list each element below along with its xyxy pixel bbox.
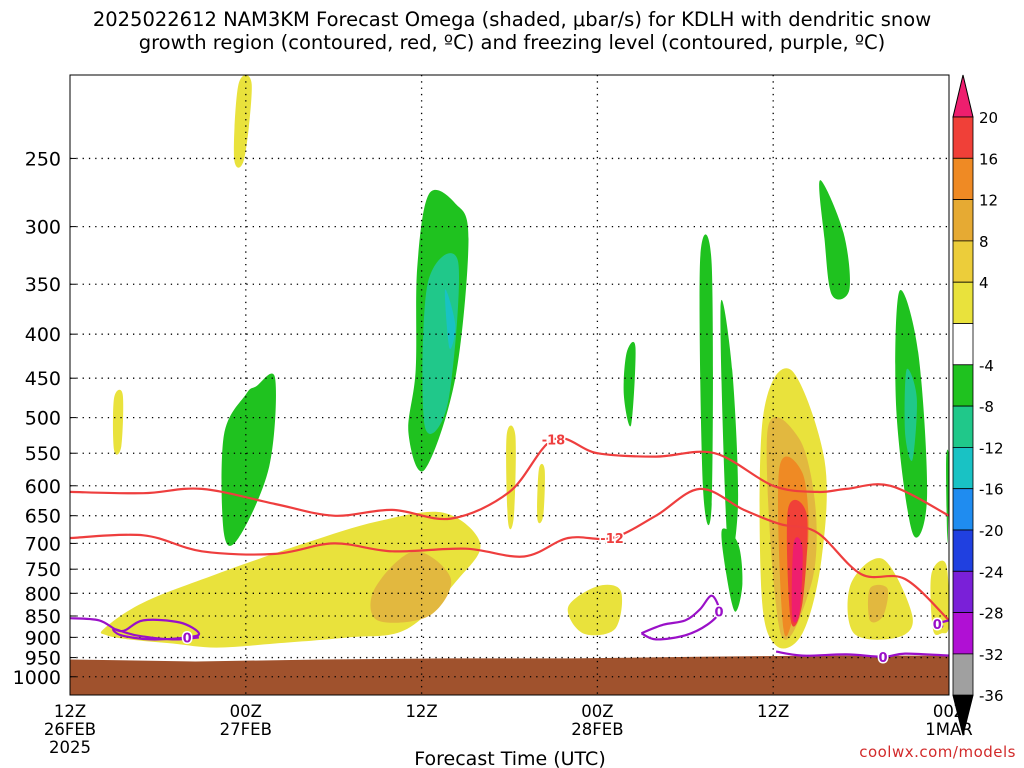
omega-region-upward	[721, 528, 743, 612]
y-tick-label: 950	[25, 648, 61, 670]
colorbar-label: -24	[979, 563, 1004, 581]
terrain-layer	[70, 655, 949, 695]
y-tick-label: 600	[25, 476, 61, 498]
omega-region-downward	[112, 389, 124, 455]
colorbar-swatch	[952, 240, 974, 283]
omega-region-downward	[370, 551, 452, 623]
freezing-level-contour	[70, 617, 201, 641]
x-tick-label: 12Z	[757, 702, 789, 721]
colorbar-swatch	[952, 323, 974, 366]
y-tick-label: 700	[25, 533, 61, 555]
colorbar-label: -20	[979, 522, 1004, 540]
colorbar-label: 8	[979, 233, 989, 251]
y-tick-label: 450	[25, 368, 61, 390]
contour-label: -12	[600, 532, 624, 547]
x-tick-label: 28FEB	[571, 720, 623, 739]
colorbar-label: 20	[979, 109, 998, 127]
omega-shading-layer	[100, 75, 949, 649]
plot-frame	[69, 74, 950, 696]
colorbar-swatch	[952, 405, 974, 448]
contour-layer: -18 -12 0 0 0 0	[70, 432, 949, 667]
omega-region-upward	[946, 449, 949, 544]
x-tick-label: 00Z	[230, 702, 262, 721]
freezing-level-contour	[640, 594, 721, 641]
omega-region-upward	[623, 341, 636, 427]
omega-region-upward	[422, 253, 460, 434]
y-tick-label: 300	[25, 217, 61, 239]
terrain-fill	[70, 655, 949, 695]
omega-region-downward	[537, 463, 545, 524]
colorbar-label: 12	[979, 192, 998, 210]
colorbar-swatch	[952, 199, 974, 242]
x-tick-label: 12Z	[54, 702, 86, 721]
x-tick-label: 27FEB	[220, 720, 272, 739]
y-tick-label: 350	[25, 274, 61, 296]
omega-region-downward	[233, 75, 252, 168]
contour-label: 0	[933, 618, 942, 633]
colorbar-top-arrow	[952, 74, 974, 118]
contour-label: 0	[183, 631, 192, 646]
x-tick-label: 2025	[49, 738, 91, 757]
omega-region-downward	[867, 584, 889, 623]
colorbar-label: -36	[979, 687, 1004, 705]
chart-title-line-1: 2025022612 NAM3KM Forecast Omega (shaded…	[92, 8, 932, 31]
dendritic-contour	[70, 487, 949, 622]
colorbar: 20 16 12 8 4 -4 -8 -12 -16 -20 -24 -28 -32 -36	[952, 74, 1004, 736]
y-tick-label: 800	[25, 583, 61, 605]
contour-label: -18	[542, 433, 566, 448]
omega-region-upward	[819, 180, 850, 300]
freezing-level-contour	[936, 619, 949, 628]
y-tick-label: 500	[25, 408, 61, 430]
y-tick-label: 250	[25, 148, 61, 170]
x-tick-label: 26FEB	[44, 720, 96, 739]
omega-region-upward	[221, 373, 276, 546]
colorbar-swatch	[952, 446, 974, 490]
dendritic-contour	[70, 436, 949, 521]
y-tick-label: 850	[25, 606, 61, 628]
y-tick-label: 650	[25, 506, 61, 528]
y-tick-label: 750	[25, 559, 61, 581]
y-tick-label: 900	[25, 627, 61, 649]
colorbar-label: -28	[979, 605, 1004, 623]
chart-title-line-2: growth region (contoured, red, ºC) and f…	[138, 31, 886, 54]
omega-region-upward	[904, 368, 917, 462]
colorbar-label: -8	[979, 398, 994, 416]
colorbar-swatch	[952, 529, 974, 572]
omega-region-upward	[699, 234, 713, 526]
colorbar-swatch	[952, 157, 974, 201]
colorbar-swatch	[952, 612, 974, 655]
colorbar-bottom-arrow	[952, 694, 974, 736]
x-axis-label: Forecast Time (UTC)	[414, 748, 605, 768]
colorbar-swatch	[952, 116, 974, 159]
colorbar-label: 16	[979, 150, 998, 168]
colorbar-swatch	[952, 488, 974, 531]
site-credit: coolwx.com/models	[859, 743, 1016, 761]
omega-region-downward	[791, 537, 803, 623]
colorbar-swatch	[952, 364, 974, 407]
omega-region-downward	[506, 425, 516, 530]
y-tick-label: 550	[25, 443, 61, 465]
colorbar-label: -32	[979, 646, 1004, 664]
colorbar-swatch	[952, 570, 974, 613]
x-tick-label: 00Z	[581, 702, 613, 721]
y-tick-label: 400	[25, 324, 61, 346]
colorbar-label: 4	[979, 274, 989, 292]
y-tick-label: 1000	[13, 667, 61, 689]
contour-label: 0	[879, 651, 888, 666]
colorbar-label: -16	[979, 481, 1004, 499]
x-tick-label: 12Z	[405, 702, 437, 721]
axes-layer: 2503003504004505005506006507007508008509…	[13, 148, 973, 757]
omega-region-downward	[567, 584, 623, 636]
freezing-level-contour	[775, 650, 949, 658]
omega-region-upward	[720, 299, 739, 560]
colorbar-label: -12	[979, 439, 1004, 457]
omega-region-upward	[444, 289, 456, 349]
colorbar-swatch	[952, 653, 974, 696]
contour-label: 0	[714, 606, 723, 621]
colorbar-label: -4	[979, 357, 994, 375]
grid-layer	[70, 75, 949, 695]
colorbar-swatch	[952, 281, 974, 324]
